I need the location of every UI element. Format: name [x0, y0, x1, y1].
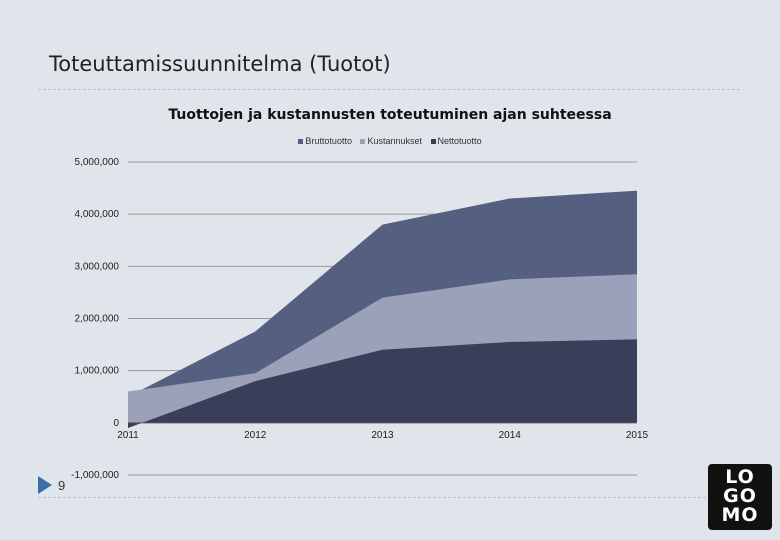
logo-line-2: GO — [723, 485, 757, 507]
legend-item-kustannukset: Kustannukset — [360, 136, 422, 146]
y-tick-label-4: 1,000,000 — [75, 366, 120, 377]
legend-swatch-nettotuotto — [430, 139, 436, 145]
logo-line-1: LO — [725, 466, 755, 488]
legend-label-kustannukset: Kustannukset — [367, 136, 423, 146]
legend-item-bruttotuotto: Bruttotuotto — [298, 136, 352, 146]
legend-label-nettotuotto: Nettotuotto — [437, 136, 482, 146]
x-tick-label-2014: 2014 — [499, 430, 522, 441]
y-tick-label-6: -1,000,000 — [71, 470, 119, 481]
logo: LO GO MO — [708, 464, 772, 530]
footer-divider — [38, 497, 706, 498]
legend-swatch-kustannukset — [360, 139, 366, 145]
x-tick-label-2012: 2012 — [244, 430, 267, 441]
chart-legend: Bruttotuotto Kustannukset Nettotuotto — [0, 136, 780, 146]
legend-item-nettotuotto: Nettotuotto — [430, 136, 482, 146]
x-tick-label-2013: 2013 — [371, 430, 394, 441]
y-tick-label-2: 3,000,000 — [75, 261, 120, 272]
y-tick-label-5: 0 — [113, 418, 119, 429]
chart-title: Tuottojen ja kustannusten toteutuminen a… — [168, 107, 612, 123]
x-tick-label-2011: 2011 — [117, 430, 139, 441]
title-divider — [38, 89, 740, 90]
legend-label-bruttotuotto: Bruttotuotto — [305, 136, 352, 146]
y-tick-label-1: 4,000,000 — [75, 209, 120, 220]
page-number: 9 — [58, 478, 66, 493]
y-tick-label-0: 5,000,000 — [75, 157, 120, 168]
legend-swatch-bruttotuotto — [298, 139, 304, 145]
y-tick-label-3: 2,000,000 — [75, 314, 120, 325]
slide-title: Toteuttamissuunnitelma (Tuotot) — [49, 52, 391, 76]
page-marker-icon — [38, 476, 52, 494]
x-tick-label-2015: 2015 — [626, 430, 649, 441]
logo-line-3: MO — [721, 504, 759, 526]
area-series-nettotuotto — [128, 339, 637, 429]
